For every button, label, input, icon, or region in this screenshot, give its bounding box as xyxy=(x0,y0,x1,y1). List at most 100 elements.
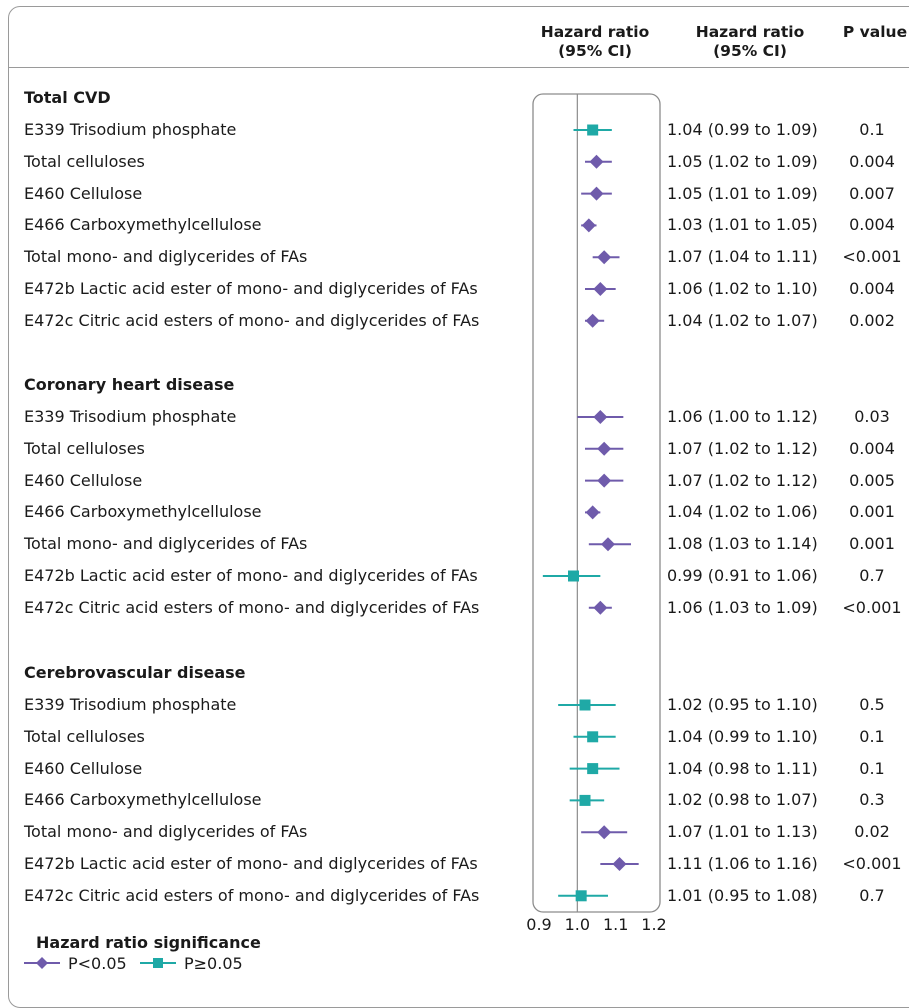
row-p-value: 0.7 xyxy=(859,566,885,585)
point-square xyxy=(587,124,599,136)
row-p-value: 0.004 xyxy=(849,279,895,298)
row-label: E460 Cellulose xyxy=(24,470,143,490)
row-label: E339 Trisodium phosphate xyxy=(24,120,237,139)
point-diamond xyxy=(597,473,612,488)
point-diamond xyxy=(593,410,608,424)
point-diamond xyxy=(597,250,612,265)
header-divider xyxy=(9,67,909,68)
row-label: Total mono- and diglycerides of FAs xyxy=(24,822,308,842)
row-label: E472c Citric acid esters of mono- and di… xyxy=(24,310,480,330)
header-hr-line-1: Hazard ratio xyxy=(695,23,805,41)
row-p-value: 0.004 xyxy=(849,151,895,171)
section-title: Total CVD xyxy=(24,88,111,107)
point-diamond xyxy=(581,218,596,233)
x-tick-label: 0.9 xyxy=(526,915,551,934)
row-hazard-ratio: 1.05 (1.02 to 1.09) xyxy=(667,151,818,171)
plot-panel xyxy=(532,93,661,913)
forest-plot: 0.9 1.0 1.1 1.2 xyxy=(526,93,667,934)
header-hazard-ratio-column: Hazard ratio (95% CI) xyxy=(665,23,835,61)
point-square xyxy=(587,763,599,775)
row-p-value: <0.001 xyxy=(842,854,902,873)
row-label: E472b Lactic acid ester of mono- and dig… xyxy=(24,566,478,585)
row-label: Total mono- and diglycerides of FAs xyxy=(24,247,308,267)
row-hazard-ratio: 1.07 (1.02 to 1.12) xyxy=(667,470,818,490)
row-p-value: 0.1 xyxy=(859,120,885,139)
row-hazard-ratio: 1.03 (1.01 to 1.05) xyxy=(667,215,818,235)
row-label: Total mono- and diglycerides of FAs xyxy=(24,534,308,554)
row-label: Total celluloses xyxy=(24,726,145,746)
point-diamond xyxy=(601,537,615,552)
row-hazard-ratio: 1.04 (0.99 to 1.10) xyxy=(667,726,818,746)
legend-nonsignificant-label: P≥0.05 xyxy=(184,953,243,973)
row-p-value: 0.3 xyxy=(859,790,885,810)
section-title: Coronary heart disease xyxy=(24,375,235,394)
row-p-value: 0.005 xyxy=(849,470,895,490)
row-p-value: 0.007 xyxy=(849,183,895,203)
row-label: E472c Citric acid esters of mono- and di… xyxy=(24,885,480,905)
row-label: E339 Trisodium phosphate xyxy=(24,695,237,714)
point-square xyxy=(568,570,579,582)
legend-nonsignificant: P≥0.05 xyxy=(138,952,243,974)
row-hazard-ratio: 1.06 (1.02 to 1.10) xyxy=(667,279,818,298)
row-p-value: 0.03 xyxy=(854,407,890,426)
header-plot-hazard-ratio: Hazard ratio (95% CI) xyxy=(520,23,670,61)
header-plot-line-1: Hazard ratio xyxy=(540,23,650,41)
point-square xyxy=(587,731,599,743)
point-diamond xyxy=(612,857,627,871)
row-label: E460 Cellulose xyxy=(24,758,143,778)
point-square xyxy=(575,890,587,902)
row-hazard-ratio: 1.06 (1.03 to 1.09) xyxy=(667,597,818,617)
x-tick-label: 1.0 xyxy=(565,915,590,934)
point-diamond xyxy=(597,441,612,456)
point-diamond xyxy=(585,313,600,328)
row-p-value: 0.5 xyxy=(859,695,885,714)
row-label: E460 Cellulose xyxy=(24,183,143,203)
row-hazard-ratio: 1.02 (0.95 to 1.10) xyxy=(667,695,818,714)
row-hazard-ratio: 1.04 (1.02 to 1.07) xyxy=(667,310,818,330)
row-hazard-ratio: 1.05 (1.01 to 1.09) xyxy=(667,183,818,203)
row-p-value: <0.001 xyxy=(842,597,902,617)
row-hazard-ratio: 1.04 (1.02 to 1.06) xyxy=(667,502,818,522)
row-hazard-ratio: 1.07 (1.01 to 1.13) xyxy=(667,822,818,842)
row-p-value: 0.02 xyxy=(854,822,890,842)
row-p-value: 0.004 xyxy=(849,215,895,235)
point-diamond xyxy=(593,600,608,615)
row-p-value: 0.7 xyxy=(859,885,885,905)
header-p-line-1: P value xyxy=(842,23,908,41)
x-tick-label: 1.2 xyxy=(641,915,666,934)
row-hazard-ratio: 1.02 (0.98 to 1.07) xyxy=(667,790,818,810)
row-hazard-ratio: 1.07 (1.04 to 1.11) xyxy=(667,247,818,267)
row-hazard-ratio: 1.04 (0.99 to 1.09) xyxy=(667,120,818,139)
legend-square-icon xyxy=(140,958,176,968)
header-hr-line-2: (95% CI) xyxy=(713,42,787,60)
row-hazard-ratio: 0.99 (0.91 to 1.06) xyxy=(667,566,818,585)
row-label: Total celluloses xyxy=(24,438,145,458)
section-title: Cerebrovascular disease xyxy=(24,663,246,682)
row-p-value: 0.1 xyxy=(859,726,885,746)
row-hazard-ratio: 1.06 (1.00 to 1.12) xyxy=(667,407,818,426)
row-p-value: 0.001 xyxy=(849,534,895,554)
legend-significant-label: P<0.05 xyxy=(68,953,127,973)
point-diamond xyxy=(589,186,604,201)
row-label: E472c Citric acid esters of mono- and di… xyxy=(24,597,480,617)
row-hazard-ratio: 1.01 (0.95 to 1.08) xyxy=(667,885,818,905)
point-diamond xyxy=(589,154,604,169)
legend-diamond-icon xyxy=(24,957,60,969)
row-label: E466 Carboxymethylcellulose xyxy=(24,790,262,810)
point-diamond xyxy=(585,505,600,520)
legend-title: Hazard ratio significance xyxy=(36,933,261,952)
row-hazard-ratio: 1.07 (1.02 to 1.12) xyxy=(667,438,818,458)
row-p-value: <0.001 xyxy=(842,247,902,267)
point-diamond xyxy=(597,825,612,840)
x-tick-label: 1.1 xyxy=(603,915,628,934)
header-plot-line-2: (95% CI) xyxy=(558,42,632,60)
row-p-value: 0.001 xyxy=(849,502,895,522)
point-diamond xyxy=(593,282,608,296)
row-label: E339 Trisodium phosphate xyxy=(24,407,237,426)
legend-significant: P<0.05 xyxy=(22,952,127,974)
row-hazard-ratio: 1.08 (1.03 to 1.14) xyxy=(667,534,818,554)
row-label: E472b Lactic acid ester of mono- and dig… xyxy=(24,854,478,873)
point-square xyxy=(579,794,591,806)
row-p-value: 0.004 xyxy=(849,438,895,458)
row-label: Total celluloses xyxy=(24,151,145,171)
